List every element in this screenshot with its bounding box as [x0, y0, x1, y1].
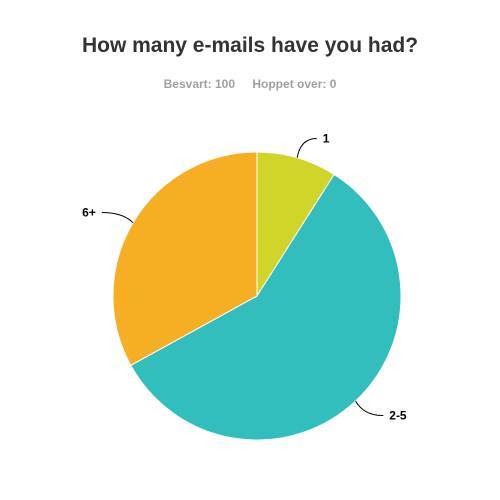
slice-label-6+: 6+ [82, 206, 96, 220]
leader-line-1 [296, 138, 317, 158]
pie-slice-2-5[interactable] [130, 173, 402, 441]
pie-slice-1[interactable] [256, 151, 335, 298]
leader-line-6+ [101, 212, 134, 224]
slice-label-2-5: 2-5 [389, 409, 407, 423]
pie-leader-lines [101, 138, 384, 417]
chart-title: How many e-mails have you had? [81, 34, 419, 57]
pie-slices [112, 151, 402, 441]
pie-slice-6+[interactable] [112, 151, 258, 367]
answered-count: Besvart: 100 [163, 77, 236, 91]
chart-stats: Besvart: 100 Hoppet over: 0 [0, 77, 500, 91]
leader-line-2-5 [355, 400, 384, 417]
pie-labels: 1 2-5 6+ [82, 132, 407, 423]
slice-label-1: 1 [323, 132, 330, 146]
skipped-count: Hoppet over: 0 [252, 77, 337, 91]
